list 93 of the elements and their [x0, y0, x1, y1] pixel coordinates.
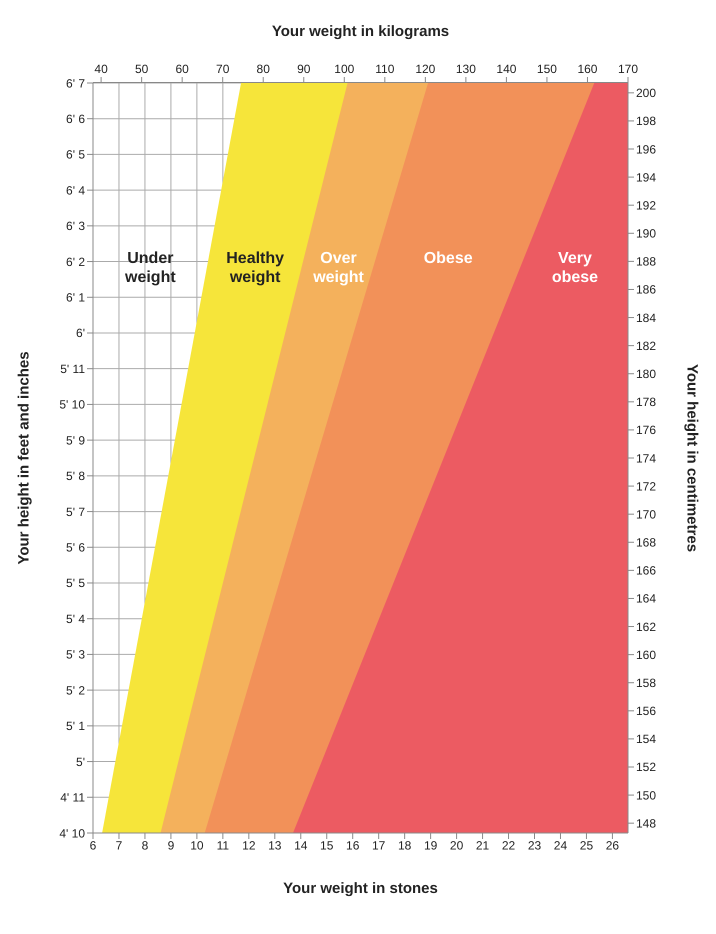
x-tick-label: 25	[580, 838, 594, 853]
x-tick-label: 12	[242, 838, 256, 853]
y2-tick-label: 172	[636, 479, 656, 494]
x2-tick-label: 50	[134, 62, 149, 76]
x-tick-label: 20	[450, 838, 464, 853]
y2-tick-label: 190	[636, 226, 656, 241]
y-tick-label: 4' 11	[60, 790, 86, 805]
y-tick-label: 6' 3	[66, 219, 86, 234]
y2-tick-label: 194	[636, 170, 656, 184]
y-tick-label: 6' 1	[66, 290, 86, 305]
x-tick-label: 16	[346, 838, 360, 853]
y-tick-label: 6' 5	[66, 148, 86, 162]
y2-tick-label: 200	[636, 86, 656, 100]
x-tick-label: 23	[528, 838, 542, 853]
x-tick-label: 17	[372, 838, 386, 853]
x2-axis-title: Your weight in kilograms	[272, 23, 450, 40]
y2-axis-title: Your height in centimetres	[684, 364, 701, 552]
x-tick-label: 13	[268, 838, 282, 853]
y2-tick-label: 168	[636, 536, 656, 550]
x2-tick-label: 100	[334, 62, 355, 76]
y2-tick-label: 178	[636, 395, 656, 410]
y-tick-label: 6' 6	[66, 112, 86, 126]
x2-tick-label: 110	[375, 62, 395, 76]
y2-tick-label: 154	[636, 732, 656, 746]
annotation: Over weight	[312, 250, 365, 286]
y2-tick-label: 164	[636, 592, 656, 606]
x2-tick-label: 160	[577, 62, 598, 76]
x2-tick-label: 120	[415, 62, 436, 76]
y2-tick-label: 186	[636, 282, 656, 297]
y2-tick-label: 156	[636, 704, 656, 718]
y2-tick-label: 166	[636, 564, 656, 578]
y2-tick-label: 152	[636, 760, 656, 774]
x-axis-title: Your weight in stones	[283, 880, 438, 897]
x2-tick-label: 80	[256, 62, 270, 76]
y-tick-label: 6' 7	[66, 76, 86, 90]
annotation: Under weight	[124, 250, 176, 286]
annotation: Obese	[424, 250, 473, 267]
x-tick-label: 24	[554, 838, 568, 853]
y2-tick-label: 196	[636, 142, 656, 156]
y-tick-label: 5' 10	[59, 398, 86, 412]
y-tick-label: 5' 5	[66, 576, 86, 590]
y-tick-label: 5' 11	[60, 362, 86, 376]
y2-tick-label: 162	[636, 620, 656, 634]
y2-tick-label: 174	[636, 451, 656, 466]
x-tick-label: 18	[398, 838, 412, 853]
x2-tick-label: 130	[456, 62, 476, 76]
x2-tick-label: 150	[536, 62, 558, 76]
y2-tick-label: 192	[636, 198, 656, 212]
x-tick-label: 19	[424, 838, 438, 853]
x-tick-label: 21	[476, 838, 490, 853]
x2-tick-label: 40	[94, 62, 108, 76]
y2-tick-label: 180	[636, 366, 656, 381]
y2-tick-label: 160	[636, 648, 656, 662]
y2-tick-label: 182	[636, 338, 656, 353]
x-tick-label: 7	[116, 838, 123, 853]
y2-tick-label: 148	[636, 816, 656, 830]
y-tick-label: 5' 2	[66, 683, 86, 698]
x-tick-label: 9	[168, 838, 175, 853]
x2-tick-label: 170	[618, 62, 638, 76]
y-tick-label: 6' 4	[66, 183, 86, 198]
y-tick-label: 5' 4	[66, 612, 86, 626]
annotation: Very obese	[552, 250, 598, 286]
y2-tick-label: 188	[636, 254, 656, 269]
y-axis-title: Your height in feet and inches	[15, 351, 32, 565]
y-tick-label: 5' 7	[66, 504, 86, 519]
x2-tick-label: 70	[216, 62, 230, 76]
y2-tick-label: 184	[636, 310, 656, 325]
x-tick-label: 15	[320, 838, 334, 853]
y-tick-label: 6'	[76, 326, 85, 340]
y-tick-label: 5' 8	[66, 469, 86, 484]
y-tick-label: 4' 10	[59, 826, 86, 840]
y-tick-label: 5' 3	[66, 648, 86, 662]
y-tick-label: 6' 2	[66, 254, 86, 269]
y-tick-label: 5'	[76, 754, 85, 769]
x2-tick-label: 140	[496, 62, 517, 76]
x-tick-label: 22	[502, 838, 516, 853]
x2-tick-label: 60	[175, 62, 190, 76]
annotation: Healthy weight	[226, 250, 284, 286]
y2-tick-label: 158	[636, 676, 656, 690]
x-tick-label: 26	[606, 838, 620, 853]
y2-tick-label: 150	[636, 788, 656, 802]
x-tick-label: 14	[294, 838, 308, 853]
y2-tick-label: 176	[636, 423, 656, 438]
y2-tick-label: 198	[636, 114, 656, 128]
x-tick-label: 8	[142, 838, 149, 853]
y-tick-label: 5' 6	[66, 540, 86, 555]
x-tick-label: 11	[216, 838, 230, 853]
y-tick-label: 5' 9	[66, 433, 86, 448]
y2-tick-label: 170	[636, 507, 656, 522]
x-tick-label: 10	[190, 838, 204, 853]
y-tick-label: 5' 1	[66, 719, 86, 734]
x-tick-label: 6	[90, 838, 97, 853]
x2-tick-label: 90	[297, 62, 311, 76]
